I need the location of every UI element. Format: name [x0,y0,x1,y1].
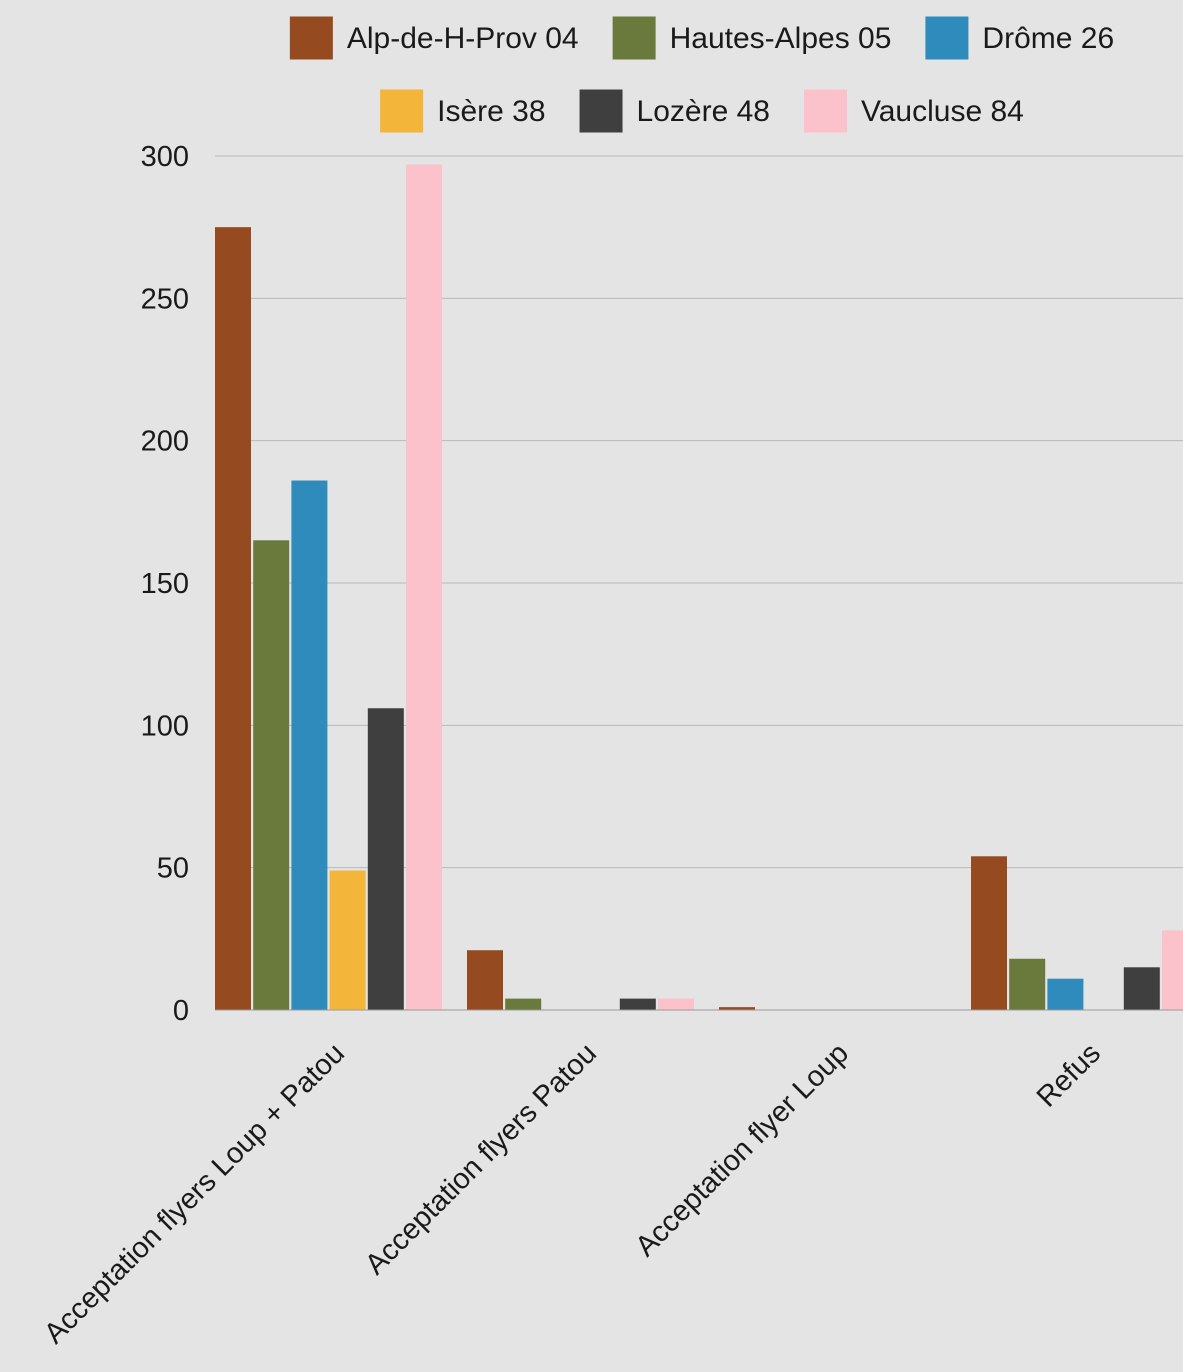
bars [215,165,1183,1010]
bar [658,999,694,1010]
legend-swatch [804,90,847,133]
axes: 0 50 100 150 200 250 300 Acceptation flyers Lou… [38,141,1183,1350]
bar [406,165,442,1010]
legend-swatch [380,90,423,133]
y-tick-label: 100 [141,710,189,742]
legend-swatch [613,17,656,60]
bar [368,708,404,1010]
legend-swatch [580,90,623,133]
bar [215,227,251,1010]
y-tick-label: 0 [173,995,189,1027]
x-tick-label: Acceptation flyer Loup [629,1037,855,1263]
legend-label: Hautes-Alpes 05 [670,22,892,55]
bar [1162,930,1183,1010]
legend-label: Isère 38 [437,95,545,128]
bar [620,999,656,1010]
bar [971,856,1007,1010]
legend-label: Alp-de-H-Prov 04 [347,22,579,55]
y-tick-label: 200 [141,426,189,458]
gridlines [215,156,1183,868]
legend-label: Lozère 48 [637,95,770,128]
bar [505,999,541,1010]
x-tick-label: Acceptation flyers Patou [359,1037,603,1281]
bar [1047,979,1083,1010]
bar [1009,959,1045,1010]
legend-swatch [290,17,333,60]
bar [467,950,503,1010]
y-tick-label: 50 [157,853,189,885]
x-tick-label: Refus [1031,1037,1107,1113]
legend-label: Vaucluse 84 [861,95,1024,128]
bar [330,871,366,1010]
legend: Alp-de-H-Prov 04 Hautes-Alpes 05 Drôme 26 I… [290,17,1114,133]
bar [1124,967,1160,1010]
bar [253,540,289,1010]
x-tick-label: Acceptation flyers Loup + Patou [38,1037,351,1350]
bar [291,481,327,1010]
y-tick-label: 300 [141,141,189,173]
legend-swatch [925,17,968,60]
legend-label: Drôme 26 [982,22,1114,55]
y-tick-label: 150 [141,568,189,600]
y-tick-label: 250 [141,283,189,315]
